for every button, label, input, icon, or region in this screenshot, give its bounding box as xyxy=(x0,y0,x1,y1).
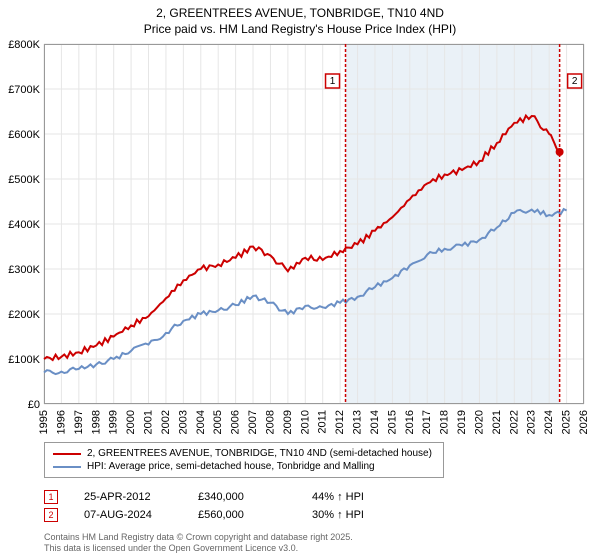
svg-text:1999: 1999 xyxy=(108,410,120,434)
transaction-price: £560,000 xyxy=(198,509,286,521)
transaction-diff: 44% ↑ HPI xyxy=(312,491,400,503)
svg-text:2018: 2018 xyxy=(439,410,451,434)
table-row: 1 25-APR-2012 £340,000 44% ↑ HPI xyxy=(44,490,584,504)
transaction-marker: 1 xyxy=(44,490,58,504)
attribution: Contains HM Land Registry data © Crown c… xyxy=(44,532,584,555)
svg-text:2016: 2016 xyxy=(404,410,416,434)
svg-text:1995: 1995 xyxy=(38,410,50,434)
title-line-2: Price paid vs. HM Land Registry's House … xyxy=(0,22,600,38)
footer-line-2: This data is licensed under the Open Gov… xyxy=(44,543,584,554)
footer-line-1: Contains HM Land Registry data © Crown c… xyxy=(44,532,584,543)
svg-text:2010: 2010 xyxy=(299,410,311,434)
line-chart: £0£100K£200K£300K£400K£500K£600K£700K£80… xyxy=(44,44,584,404)
svg-text:£400K: £400K xyxy=(8,219,40,231)
svg-text:2004: 2004 xyxy=(195,410,207,434)
legend-label-hpi: HPI: Average price, semi-detached house,… xyxy=(87,461,375,472)
svg-text:2019: 2019 xyxy=(456,410,468,434)
svg-text:2007: 2007 xyxy=(247,410,259,434)
svg-text:2026: 2026 xyxy=(578,410,590,434)
transaction-date: 25-APR-2012 xyxy=(84,491,172,503)
svg-text:1996: 1996 xyxy=(55,410,67,434)
svg-text:2011: 2011 xyxy=(317,410,329,434)
svg-text:2005: 2005 xyxy=(212,410,224,434)
legend: 2, GREENTREES AVENUE, TONBRIDGE, TN10 4N… xyxy=(44,442,444,478)
svg-text:2017: 2017 xyxy=(421,410,433,434)
legend-swatch-hpi xyxy=(53,466,81,468)
svg-text:£0: £0 xyxy=(28,399,40,411)
svg-text:2003: 2003 xyxy=(177,410,189,434)
svg-text:2008: 2008 xyxy=(264,410,276,434)
svg-text:2022: 2022 xyxy=(508,410,520,434)
svg-text:2025: 2025 xyxy=(561,410,573,434)
svg-text:1997: 1997 xyxy=(73,410,85,434)
svg-text:£500K: £500K xyxy=(8,174,40,186)
svg-text:1998: 1998 xyxy=(90,410,102,434)
transaction-marker: 2 xyxy=(44,508,58,522)
svg-text:2012: 2012 xyxy=(334,410,346,434)
svg-text:2006: 2006 xyxy=(230,410,242,434)
svg-text:£700K: £700K xyxy=(8,84,40,96)
title-line-1: 2, GREENTREES AVENUE, TONBRIDGE, TN10 4N… xyxy=(0,6,600,22)
transaction-date: 07-AUG-2024 xyxy=(84,509,172,521)
svg-text:2000: 2000 xyxy=(125,410,137,434)
svg-text:2021: 2021 xyxy=(491,410,503,434)
svg-text:2015: 2015 xyxy=(386,410,398,434)
svg-text:2: 2 xyxy=(572,76,578,87)
svg-text:£200K: £200K xyxy=(8,309,40,321)
chart-title: 2, GREENTREES AVENUE, TONBRIDGE, TN10 4N… xyxy=(0,0,600,37)
svg-text:£800K: £800K xyxy=(8,39,40,51)
svg-text:2002: 2002 xyxy=(160,410,172,434)
transactions-table: 1 25-APR-2012 £340,000 44% ↑ HPI 2 07-AU… xyxy=(44,490,584,526)
legend-label-price: 2, GREENTREES AVENUE, TONBRIDGE, TN10 4N… xyxy=(87,448,432,459)
svg-text:2020: 2020 xyxy=(473,410,485,434)
svg-text:1: 1 xyxy=(330,76,336,87)
svg-text:£100K: £100K xyxy=(8,354,40,366)
svg-text:2024: 2024 xyxy=(543,410,555,434)
svg-text:£300K: £300K xyxy=(8,264,40,276)
table-row: 2 07-AUG-2024 £560,000 30% ↑ HPI xyxy=(44,508,584,522)
transaction-diff: 30% ↑ HPI xyxy=(312,509,400,521)
svg-text:2013: 2013 xyxy=(352,410,364,434)
transaction-price: £340,000 xyxy=(198,491,286,503)
chart-container: 2, GREENTREES AVENUE, TONBRIDGE, TN10 4N… xyxy=(0,0,600,560)
svg-text:£600K: £600K xyxy=(8,129,40,141)
legend-item-price: 2, GREENTREES AVENUE, TONBRIDGE, TN10 4N… xyxy=(53,447,435,460)
legend-item-hpi: HPI: Average price, semi-detached house,… xyxy=(53,460,435,473)
svg-text:2023: 2023 xyxy=(526,410,538,434)
svg-text:2014: 2014 xyxy=(369,410,381,434)
svg-text:2001: 2001 xyxy=(143,410,155,434)
svg-text:2009: 2009 xyxy=(282,410,294,434)
legend-swatch-price xyxy=(53,453,81,455)
